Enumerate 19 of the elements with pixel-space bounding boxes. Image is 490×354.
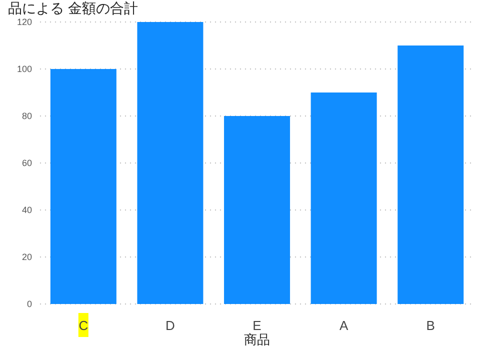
x-tick-label: C bbox=[78, 318, 88, 333]
bar bbox=[224, 116, 290, 304]
y-tick-label: 60 bbox=[22, 158, 32, 168]
x-tick-label: D bbox=[166, 318, 175, 333]
y-tick-label: 120 bbox=[16, 17, 32, 28]
y-tick-label: 100 bbox=[16, 64, 32, 74]
bar bbox=[398, 46, 464, 304]
x-tick-label: A bbox=[339, 318, 348, 333]
y-tick-label: 20 bbox=[22, 252, 32, 262]
bar bbox=[50, 69, 116, 304]
bar bbox=[137, 22, 204, 304]
y-tick-label: 0 bbox=[26, 299, 32, 310]
x-tick-label: E bbox=[252, 318, 262, 333]
chart-title: 品による 金額の合計 bbox=[8, 0, 138, 18]
bar bbox=[310, 92, 377, 304]
y-tick-label: 80 bbox=[22, 111, 32, 122]
x-axis-title: 商品 bbox=[244, 332, 270, 347]
x-tick-label: B bbox=[426, 318, 435, 333]
y-tick-label: 40 bbox=[22, 205, 32, 216]
